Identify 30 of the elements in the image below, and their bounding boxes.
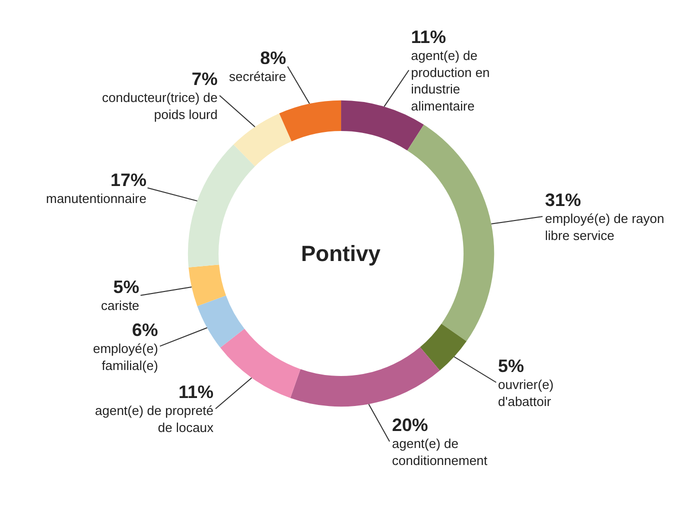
donut-slice <box>188 264 226 306</box>
text: Pontivy <box>301 241 382 266</box>
slice-label: manutentionnaire <box>46 190 146 206</box>
slice-label: agent(e) de propreté de locaux <box>95 402 214 435</box>
donut-slice <box>279 100 342 142</box>
data-label: 8% <box>260 48 286 68</box>
slice-label: agent(e) de conditionnement <box>392 436 488 468</box>
donut-slice <box>188 144 255 268</box>
slice-label: secrétaire <box>229 68 286 84</box>
donut-slice <box>197 296 244 348</box>
data-label: 11% <box>411 27 446 47</box>
data-label: 17% <box>110 170 146 190</box>
data-label: 20% <box>392 415 428 435</box>
data-label: 7% <box>192 69 218 89</box>
donut-slice <box>407 124 494 342</box>
data-label: 11% <box>178 382 214 402</box>
donut-slice <box>420 324 467 371</box>
slice-label: agent(e) de production en industrie alimentaire <box>411 48 490 114</box>
data-label: 5% <box>498 356 524 376</box>
donut-slice <box>233 113 292 166</box>
slice-label: employé(e) de rayon libre service <box>545 210 664 243</box>
slice-label: conducteur(trice) de poids lourd <box>102 90 218 122</box>
slice-label: ouvrier(e) d'abattoir <box>498 376 554 409</box>
data-label: 5% <box>113 277 140 297</box>
data-label: 6% <box>132 320 158 340</box>
data-label: 31% <box>545 190 582 210</box>
donut-slice <box>290 347 440 406</box>
donut-slice <box>220 328 300 398</box>
slice-label: employé(e) familial(e) <box>93 340 158 373</box>
slice-label: cariste <box>101 298 140 313</box>
